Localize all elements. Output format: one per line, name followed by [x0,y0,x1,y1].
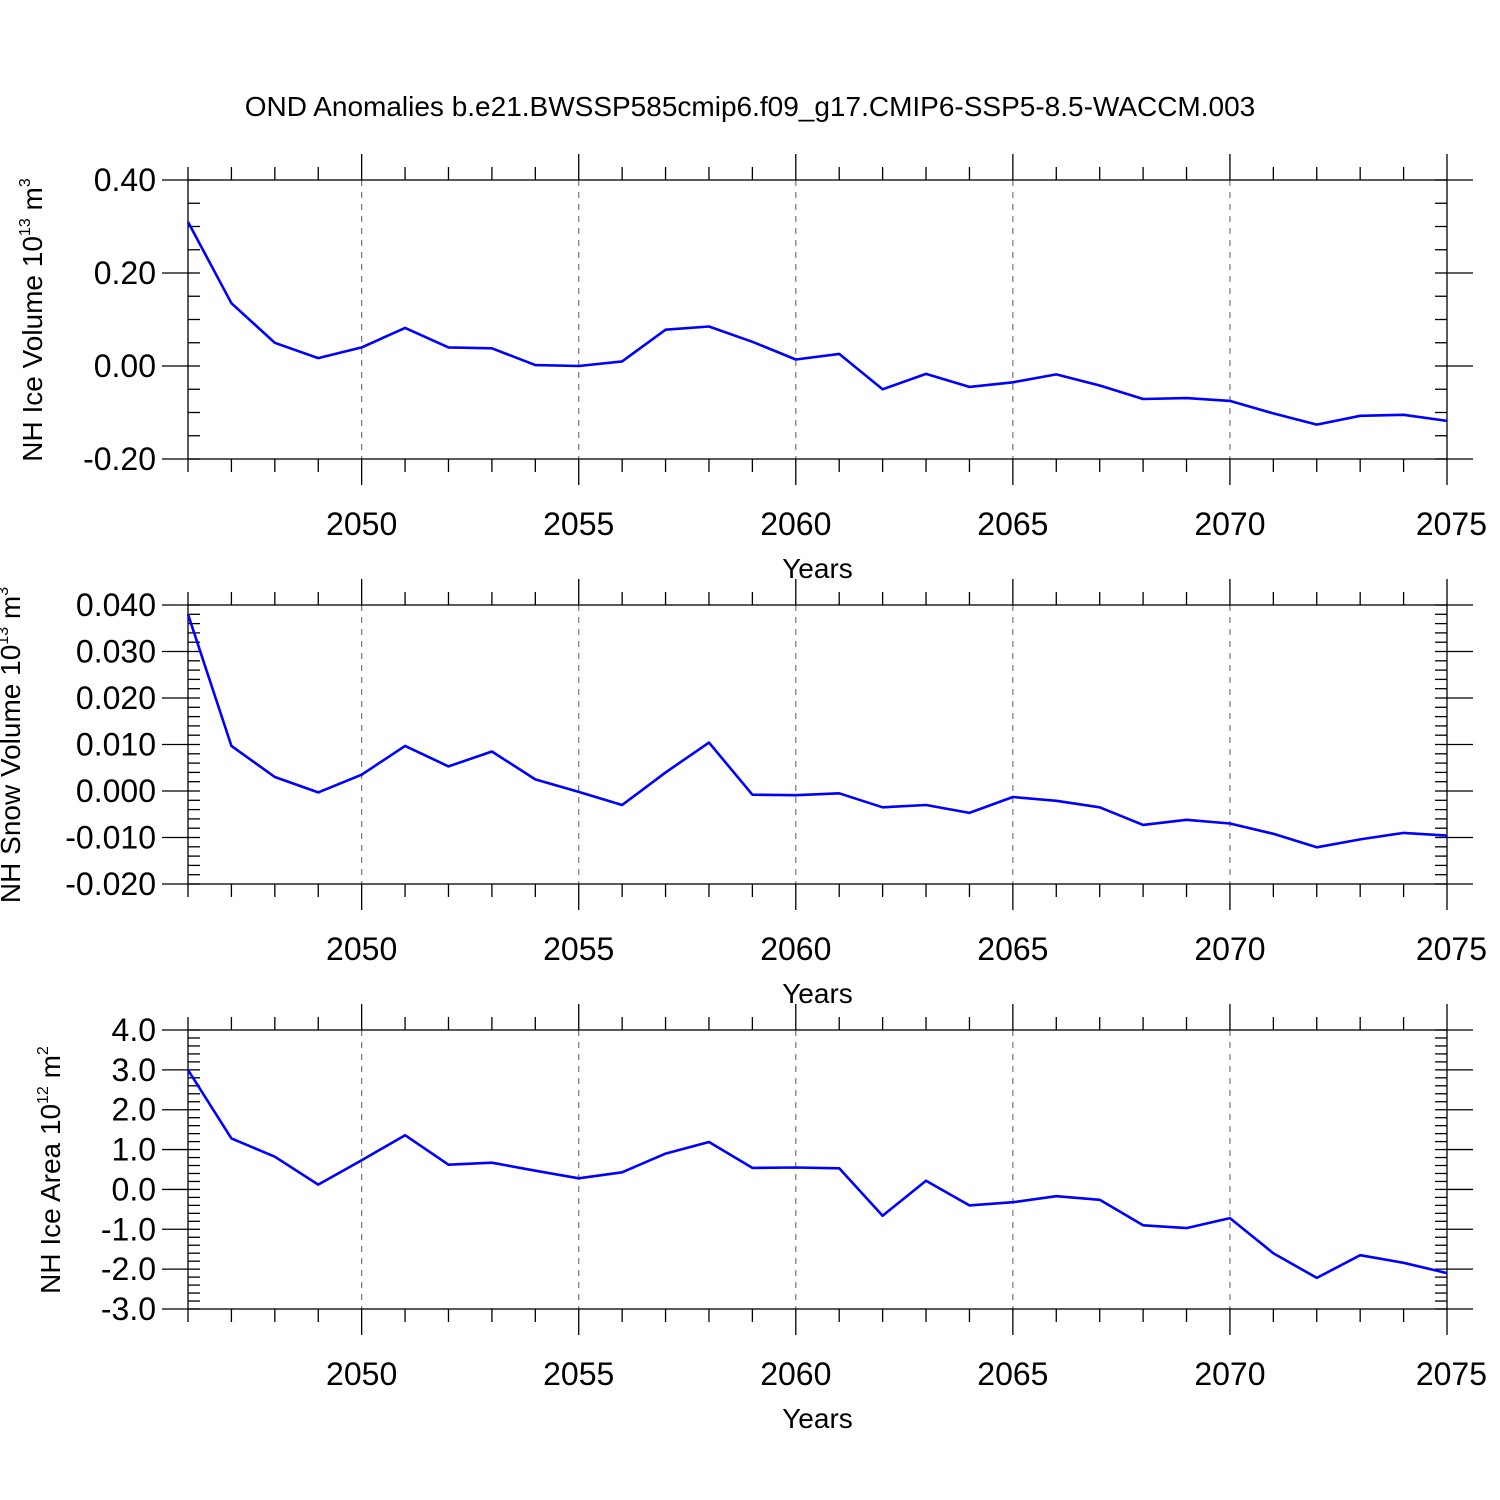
x-tick-label: 2065 [977,506,1048,542]
y-axis-label: NH Ice Volume 1013 m3 [17,178,48,462]
x-axis-label: Years [782,553,853,584]
y-axis-label: NH Ice Area 1012 m2 [35,1046,66,1294]
x-tick-label: 2060 [760,506,831,542]
y-tick-label: 0.20 [94,255,156,291]
panel-ice-area: -3.0 -2.0 -1.0 0.01.0 2.0 3.0 4.0 2050 2055 2060 2… [35,1004,1487,1434]
x-tick-label: 2070 [1194,506,1265,542]
series-line [186,1069,1448,1280]
y-axis-label: NH Snow Volume 1013 m3 [0,587,26,903]
x-tick-label: 2050 [326,931,397,967]
x-axis-label: Years [782,978,853,1009]
x-tick-label: 2075 [1416,506,1487,542]
y-tick-label: 0.00 [94,348,156,384]
x-tick-label: 2050 [326,506,397,542]
plot-frame [187,179,1448,460]
y-tick-label: 0.0 [112,1171,156,1207]
y-tick-label: 0.040 [76,587,156,623]
plot-frame [187,604,1448,885]
y-tick-label: 2.0 [112,1092,156,1128]
series-line [186,613,1448,849]
x-axis-label: Years [782,1403,853,1434]
y-tick-label: 3.0 [112,1052,156,1088]
chart-title: OND Anomalies b.e21.BWSSP585cmip6.f09_g1… [245,91,1256,122]
panel-snow-volume: -0.020 -0.010 0.000 0.010 0.020 0.030 0.040 205… [0,579,1487,1009]
x-tick-label: 2055 [543,1356,614,1392]
y-tick-label: 4.0 [112,1012,156,1048]
x-tick-label: 2065 [977,931,1048,967]
plot-frame [187,1029,1448,1310]
x-tick-label: 2055 [543,506,614,542]
x-tick-label: 2060 [760,931,831,967]
y-tick-label: 0.020 [76,680,156,716]
series-line [186,221,1448,426]
x-tick-label: 2065 [977,1356,1048,1392]
x-tick-label: 2075 [1416,931,1487,967]
x-tick-label: 2070 [1194,1356,1265,1392]
y-tick-label: -0.20 [83,441,156,477]
x-tick-label: 2070 [1194,931,1265,967]
y-tick-label: -1.0 [101,1211,156,1247]
y-tick-label: -0.010 [65,820,156,856]
y-tick-label: 0.010 [76,727,156,763]
x-tick-label: 2075 [1416,1356,1487,1392]
y-tick-label: 0.40 [94,162,156,198]
panel-ice-volume: -0.20 0.00 0.20 0.40 2050 2055 2060 2065 2070 207… [17,154,1487,584]
y-tick-label: -3.0 [101,1291,156,1327]
x-tick-label: 2050 [326,1356,397,1392]
y-tick-label: 0.000 [76,773,156,809]
y-tick-label: -0.020 [65,866,156,902]
x-tick-label: 2060 [760,1356,831,1392]
y-tick-label: 0.030 [76,634,156,670]
x-tick-label: 2055 [543,931,614,967]
y-tick-label: -2.0 [101,1251,156,1287]
y-tick-label: 1.0 [112,1132,156,1168]
